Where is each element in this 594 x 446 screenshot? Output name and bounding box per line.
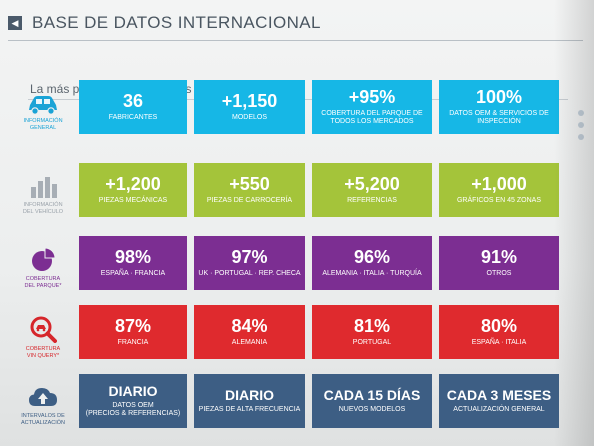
stat-tile: 84% ALEMANIA [194, 305, 305, 359]
stat-description: ESPAÑA · FRANCIA [100, 269, 166, 277]
stat-tile: 96% ALEMANIA · ITALIA · TURQUÍA [312, 236, 432, 290]
stat-description: PIEZAS DE CARROCERÍA [206, 196, 293, 204]
row-label-text: INFORMACIÓN DEL VEHÍCULO [22, 201, 64, 215]
stat-description: NUEVOS MODELOS [338, 405, 406, 413]
row-cobertura-parque: COBERTURA DEL PARQUE* 98% ESPAÑA · FRANC… [0, 236, 594, 300]
row-label: INFORMACIÓN GENERAL [14, 80, 72, 144]
row-label: COBERTURA VIN QUERY* [14, 305, 72, 369]
bar-chart-icon [28, 175, 58, 199]
row-cobertura-vin-query: COBERTURA VIN QUERY* 87% FRANCIA 84% ALE… [0, 305, 594, 369]
stat-description: FRANCIA [117, 338, 149, 346]
stat-description: GRÁFICOS EN 45 ZONAS [456, 196, 542, 204]
stat-description: ESPAÑA · ITALIA [471, 338, 527, 346]
row-label: INTERVALOS DE ACTUALIZACIÓN [14, 374, 72, 438]
stat-tile: 87% FRANCIA [79, 305, 187, 359]
stat-tile: +1,150 MODELOS [194, 80, 305, 134]
stat-description: DATOS OEM (PRECIOS & REFERENCIAS) [85, 401, 181, 417]
car-icon [26, 93, 60, 115]
stat-value: DIARIO [108, 383, 158, 400]
stat-value: DIARIO [225, 387, 274, 404]
pie-chart-icon [30, 247, 56, 273]
stat-description: ALEMANIA · ITALIA · TURQUÍA [322, 269, 422, 277]
stat-tile: +5,200 REFERENCIAS [312, 163, 432, 217]
row-label-text: COBERTURA DEL PARQUE* [24, 275, 62, 289]
stat-description: FABRICANTES [108, 113, 158, 121]
stat-value: 84% [231, 316, 268, 337]
header-divider [8, 40, 583, 41]
decorative-dots [578, 110, 586, 140]
search-car-icon [29, 315, 57, 343]
stat-description: REFERENCIAS [347, 196, 397, 204]
slide-header: ◀ BASE DE DATOS INTERNACIONAL [8, 10, 321, 36]
back-arrow-icon[interactable]: ◀ [8, 16, 22, 30]
stat-description: UK · PORTUGAL · REP. CHECA [198, 269, 301, 277]
row-intervalos-actualizacion: INTERVALOS DE ACTUALIZACIÓN DIARIO DATOS… [0, 374, 594, 438]
stat-value: 36 [122, 91, 144, 112]
stat-description: COBERTURA DEL PARQUE DE TODOS LOS MERCAD… [321, 109, 423, 125]
stat-tile: 97% UK · PORTUGAL · REP. CHECA [194, 236, 305, 290]
stat-value: +550 [229, 174, 270, 195]
stat-description: ALEMANIA [231, 338, 268, 346]
row-informacion-general: INFORMACIÓN GENERAL 36 FABRICANTES +1,15… [0, 80, 594, 144]
stat-description: PIEZAS DE ALTA FRECUENCIA [198, 405, 301, 413]
stat-value: 87% [114, 316, 152, 337]
row-label: COBERTURA DEL PARQUE* [14, 236, 72, 300]
stat-value: 80% [480, 316, 518, 337]
stat-tile: DIARIO PIEZAS DE ALTA FRECUENCIA [194, 374, 305, 428]
stat-value: +1,000 [471, 174, 527, 195]
stat-description: PIEZAS MECÁNICAS [98, 196, 168, 204]
stat-value: 96% [353, 247, 391, 268]
stat-tile: 80% ESPAÑA · ITALIA [439, 305, 559, 359]
row-label-text: INFORMACIÓN GENERAL [23, 117, 63, 131]
stat-tile: CADA 3 MESES ACTUALIZACIÓN GENERAL [439, 374, 559, 428]
stat-tile: 100% DATOS OEM & SERVICIOS DE INSPECCIÓN [439, 80, 559, 134]
stat-value: CADA 15 DÍAS [323, 387, 421, 404]
stat-value: +5,200 [344, 174, 400, 195]
stat-description: OTROS [486, 269, 512, 277]
stat-description: ACTUALIZACIÓN GENERAL [453, 405, 545, 413]
stat-tile: 91% OTROS [439, 236, 559, 290]
row-label-text: INTERVALOS DE ACTUALIZACIÓN [20, 412, 65, 426]
stat-value: 91% [480, 247, 518, 268]
stat-tile: +95% COBERTURA DEL PARQUE DE TODOS LOS M… [312, 80, 432, 134]
stat-tile: CADA 15 DÍAS NUEVOS MODELOS [312, 374, 432, 428]
stat-tile: +550 PIEZAS DE CARROCERÍA [194, 163, 305, 217]
stat-tile: 36 FABRICANTES [79, 80, 187, 134]
stat-tile: +1,000 GRÁFICOS EN 45 ZONAS [439, 163, 559, 217]
row-label-text: COBERTURA VIN QUERY* [25, 345, 61, 359]
stat-tile: DIARIO DATOS OEM (PRECIOS & REFERENCIAS) [79, 374, 187, 428]
stat-value: +1,200 [105, 174, 161, 195]
stat-description: PORTUGAL [352, 338, 392, 346]
stat-value: 97% [231, 247, 268, 268]
stat-value: 100% [475, 87, 523, 108]
stat-description: DATOS OEM & SERVICIOS DE INSPECCIÓN [449, 109, 549, 125]
stat-tile: 98% ESPAÑA · FRANCIA [79, 236, 187, 290]
slide-title: BASE DE DATOS INTERNACIONAL [32, 13, 321, 32]
stat-value: +95% [348, 87, 396, 108]
stat-value: CADA 3 MESES [446, 387, 552, 404]
stat-value: 81% [353, 316, 391, 337]
stat-tile: 81% PORTUGAL [312, 305, 432, 359]
stat-tile: +1,200 PIEZAS MECÁNICAS [79, 163, 187, 217]
cloud-upload-icon [28, 386, 58, 410]
stat-value: 98% [114, 247, 152, 268]
stat-value: +1,150 [221, 91, 278, 112]
row-label: INFORMACIÓN DEL VEHÍCULO [14, 163, 72, 227]
row-informacion-vehiculo: INFORMACIÓN DEL VEHÍCULO +1,200 PIEZAS M… [0, 163, 594, 227]
stat-description: MODELOS [231, 113, 267, 121]
